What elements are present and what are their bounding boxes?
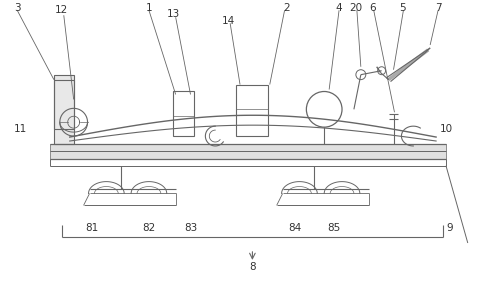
Text: 83: 83 [184, 223, 197, 233]
Text: 5: 5 [399, 3, 406, 13]
Text: 12: 12 [55, 5, 69, 15]
Text: 20: 20 [349, 3, 363, 13]
Text: 2: 2 [283, 3, 290, 13]
Text: 9: 9 [447, 223, 453, 233]
Text: 85: 85 [328, 223, 341, 233]
Text: 8: 8 [249, 262, 256, 272]
Text: 1: 1 [146, 3, 152, 13]
Bar [54, 80, 74, 129]
Bar [54, 75, 74, 144]
Text: 4: 4 [336, 3, 342, 13]
Text: 7: 7 [435, 3, 441, 13]
Text: 11: 11 [14, 124, 27, 134]
Text: 14: 14 [222, 16, 235, 26]
Text: 84: 84 [288, 223, 301, 233]
Bar [236, 85, 268, 136]
Text: 10: 10 [439, 124, 452, 134]
Text: 6: 6 [369, 3, 376, 13]
Bar [173, 91, 194, 136]
Text: 13: 13 [167, 9, 180, 19]
Text: 82: 82 [142, 223, 156, 233]
Text: 3: 3 [14, 3, 20, 13]
Text: 81: 81 [85, 223, 98, 233]
Bar [50, 144, 446, 159]
